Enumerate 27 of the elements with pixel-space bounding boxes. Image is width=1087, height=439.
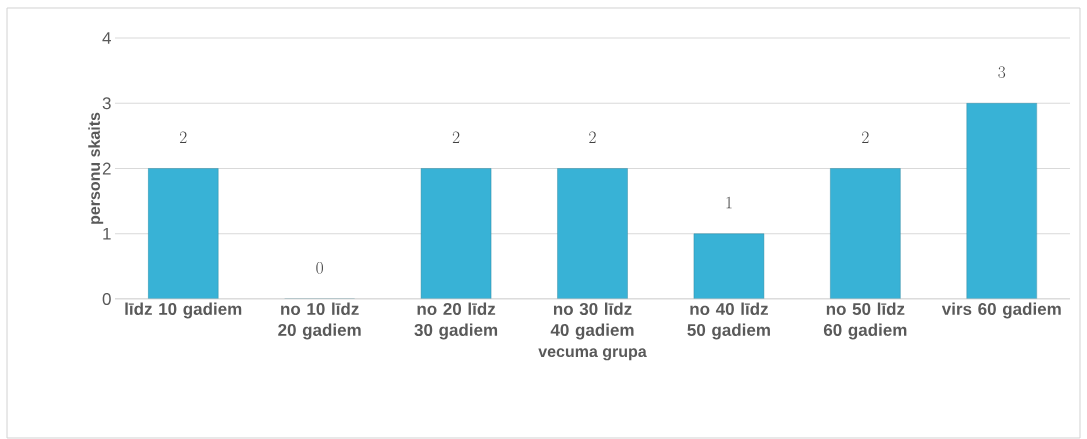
- data-label: 3: [998, 66, 1006, 78]
- x-tick-label: līdz 10 gadiem: [125, 302, 242, 319]
- data-label: 2: [452, 131, 460, 143]
- y-axis-title: personu skaits: [88, 112, 104, 224]
- data-label: 2: [179, 131, 187, 143]
- bar: [148, 168, 219, 299]
- y-tick-label: 1: [103, 227, 111, 240]
- bar: [966, 103, 1037, 299]
- y-tick-label: 2: [102, 162, 111, 175]
- bar: [693, 233, 765, 299]
- x-tick-label: no 30 līdz 40 gadiem: [550, 302, 634, 340]
- bar: [420, 168, 492, 299]
- data-label: 2: [589, 131, 596, 143]
- y-tick-label: 4: [102, 32, 111, 44]
- data-label: 2: [862, 131, 869, 143]
- x-tick-label: no 40 līdz 50 gadiem: [687, 302, 770, 340]
- x-axis-title: vecuma grupa: [538, 348, 647, 361]
- bar: [557, 168, 628, 299]
- bar: [830, 168, 901, 299]
- x-tick-label: no 20 līdz 30 gadiem: [414, 302, 498, 340]
- data-label: 0: [316, 262, 323, 274]
- x-tick-label: virs 60 gadiem: [941, 302, 1061, 319]
- x-tick-label: no 50 līdz 60 gadiem: [823, 302, 907, 340]
- y-tick-label: 0: [102, 292, 111, 306]
- y-tick-label: 3: [102, 97, 111, 110]
- x-tick-label: no 10 līdz 20 gadiem: [278, 302, 361, 340]
- data-label: 1: [726, 196, 732, 209]
